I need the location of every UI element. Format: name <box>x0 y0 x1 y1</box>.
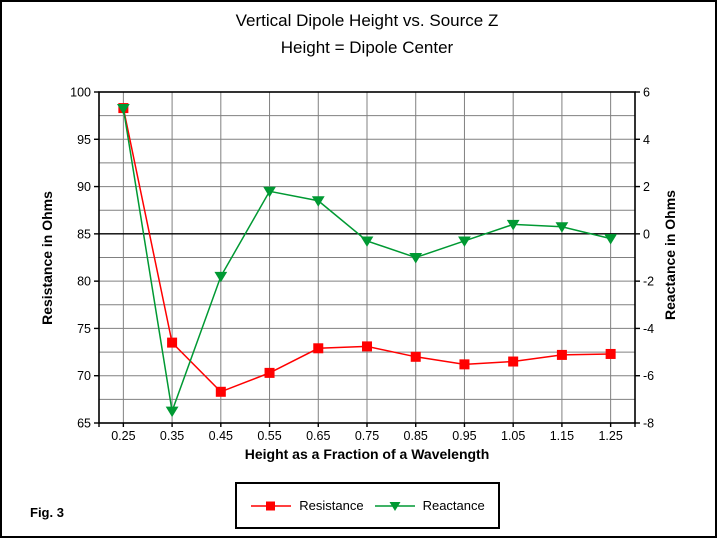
svg-text:0.45: 0.45 <box>209 429 233 443</box>
svg-text:-4: -4 <box>643 322 654 336</box>
chart-title-line2: Height = Dipole Center <box>280 38 454 57</box>
svg-text:100: 100 <box>70 86 91 100</box>
svg-text:85: 85 <box>77 227 91 241</box>
svg-text:-2: -2 <box>643 275 654 289</box>
svg-text:2: 2 <box>643 180 650 194</box>
svg-text:0.25: 0.25 <box>111 429 135 443</box>
svg-text:80: 80 <box>77 275 91 289</box>
svg-text:0.35: 0.35 <box>160 429 184 443</box>
svg-text:0.95: 0.95 <box>452 429 476 443</box>
svg-text:6: 6 <box>643 86 650 100</box>
left-axis-title: Resistance in Ohms <box>39 191 55 325</box>
svg-text:1.05: 1.05 <box>501 429 525 443</box>
svg-text:90: 90 <box>77 180 91 194</box>
svg-text:70: 70 <box>77 369 91 383</box>
figure-number-label: Fig. 3 <box>30 505 64 520</box>
svg-text:-6: -6 <box>643 369 654 383</box>
svg-text:0.55: 0.55 <box>257 429 281 443</box>
legend-label-resistance: Resistance <box>299 498 364 513</box>
svg-text:0.75: 0.75 <box>355 429 379 443</box>
svg-text:95: 95 <box>77 133 91 147</box>
x-axis-title: Height as a Fraction of a Wavelength <box>244 446 490 462</box>
reactance-series-marker-icon <box>374 501 415 511</box>
svg-text:0.65: 0.65 <box>306 429 330 443</box>
legend-label-reactance: Reactance <box>422 498 485 513</box>
legend-entry-reactance: Reactance <box>374 498 485 513</box>
svg-text:75: 75 <box>77 322 91 336</box>
svg-text:-8: -8 <box>643 417 654 431</box>
svg-text:1.15: 1.15 <box>550 429 574 443</box>
svg-text:4: 4 <box>643 133 650 147</box>
right-axis-title: Reactance in Ohms <box>662 190 678 320</box>
svg-text:0.85: 0.85 <box>404 429 428 443</box>
legend: Resistance Reactance <box>235 482 500 529</box>
svg-text:1.25: 1.25 <box>598 429 622 443</box>
svg-text:65: 65 <box>77 417 91 431</box>
legend-entry-resistance: Resistance <box>250 498 364 513</box>
svg-text:0: 0 <box>643 227 650 241</box>
chart-title-line1: Vertical Dipole Height vs. Source Z <box>235 11 499 30</box>
resistance-series-marker-icon <box>251 501 292 510</box>
